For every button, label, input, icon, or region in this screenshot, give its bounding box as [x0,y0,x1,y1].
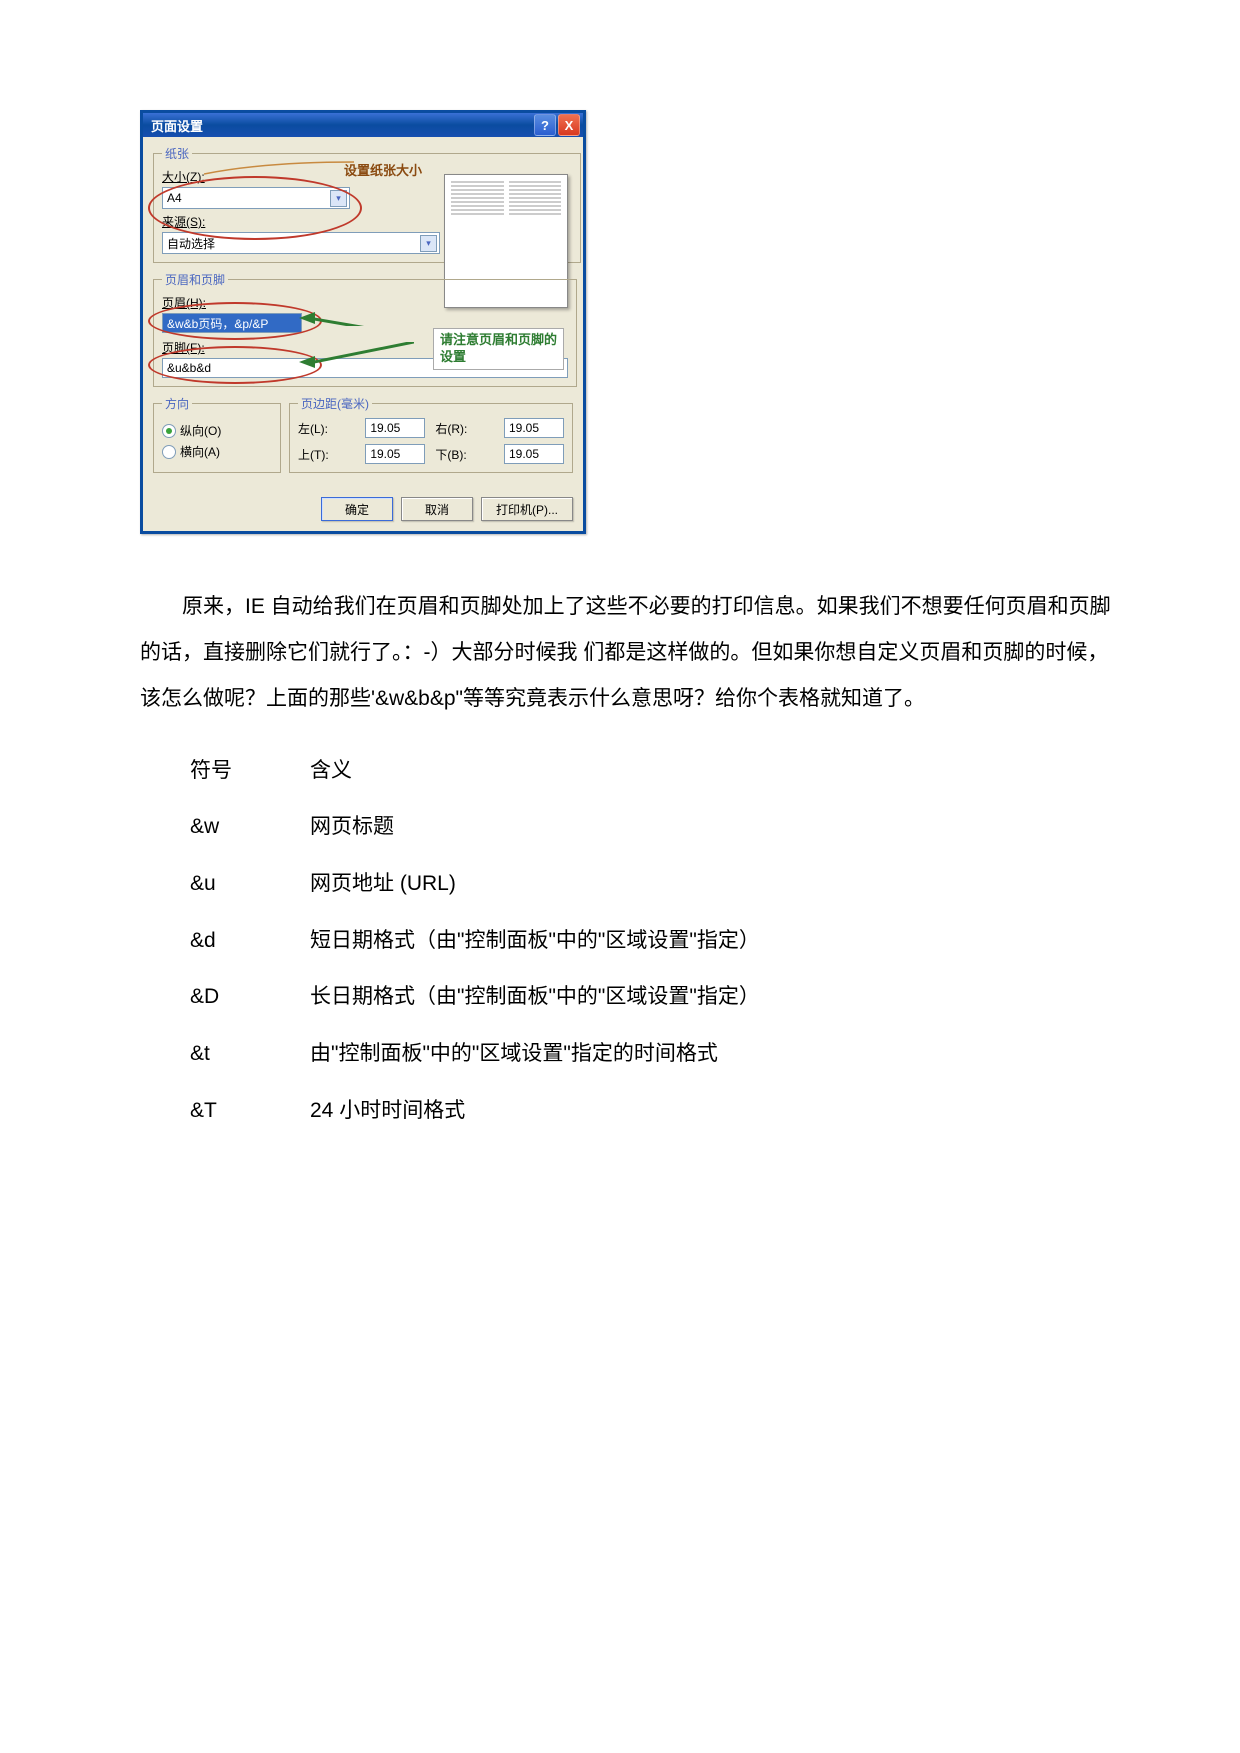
header-label: 页眉(H): [162,294,568,311]
headerfooter-fieldset: 页眉和页脚 页眉(H): &w&b页码，&p/&P 页脚(F): &u&b&d … [153,271,577,387]
table-row: &u 网页地址 (URL) [190,856,1120,913]
margin-top-label: 上(T): [298,446,355,463]
orientation-legend: 方向 [162,395,192,412]
table-row: &w 网页标题 [190,799,1120,856]
chevron-down-icon[interactable]: ▾ [330,190,347,207]
margin-right-label: 右(R): [435,420,494,437]
radio-icon [162,445,176,459]
paper-fieldset: 纸张 设置纸张大小 大小(Z): A4 ▾ 来源(S): 自动选择 ▾ [153,145,581,263]
help-icon[interactable]: ? [534,114,556,136]
dialog-title: 页面设置 [151,116,203,135]
radio-icon [162,424,176,438]
headerfooter-legend: 页眉和页脚 [162,271,228,288]
header-value: &w&b页码，&p/&P [167,315,268,332]
annotation-headerfooter: 请注意页眉和页脚的 设置 [433,328,564,370]
article-body: 原来，IE 自动给我们在页眉和页脚处加上了这些不必要的打印信息。如果我们不想要任… [140,584,1120,723]
annotation-paper-size: 设置纸张大小 [344,160,422,179]
page-setup-dialog: 页面设置 ? X 纸张 设置纸张大小 大小(Z): A4 ▾ 来源(S): 自动… [140,110,586,534]
margin-bottom-label: 下(B): [435,446,494,463]
margin-left-label: 左(L): [298,420,355,437]
margin-top-value: 19.05 [370,447,400,461]
table-header: 符号 含义 [190,743,1120,800]
dialog-button-bar: 确定 取消 打印机(P)... [143,491,583,531]
paper-source-value: 自动选择 [167,235,215,252]
margin-left-value: 19.05 [370,421,400,435]
paper-size-value: A4 [167,191,182,205]
table-row: &D 长日期格式（由"控制面板"中的"区域设置"指定） [190,969,1120,1026]
margin-top-input[interactable]: 19.05 [365,444,425,464]
symbol-cell: &T [190,1083,310,1140]
meaning-cell: 网页标题 [310,799,1120,856]
paper-size-combo[interactable]: A4 ▾ [162,187,350,209]
article-paragraph: 原来，IE 自动给我们在页眉和页脚处加上了这些不必要的打印信息。如果我们不想要任… [140,584,1120,723]
margin-bottom-value: 19.05 [509,447,539,461]
symbol-table: 符号 含义 &w 网页标题 &u 网页地址 (URL) &d 短日期格式（由"控… [140,743,1120,1140]
symbol-cell: &w [190,799,310,856]
chevron-down-icon[interactable]: ▾ [420,235,437,252]
header-input[interactable]: &w&b页码，&p/&P [162,313,302,333]
table-row: &d 短日期格式（由"控制面板"中的"区域设置"指定） [190,913,1120,970]
symbol-cell: &t [190,1026,310,1083]
annotation-line [204,160,354,180]
meaning-cell: 长日期格式（由"控制面板"中的"区域设置"指定） [310,969,1120,1026]
header-symbol: 符号 [190,743,310,800]
landscape-label: 横向(A) [180,443,220,460]
margins-legend: 页边距(毫米) [298,395,372,412]
footer-value: &u&b&d [167,361,211,375]
close-icon[interactable]: X [558,114,580,136]
symbol-cell: &D [190,969,310,1026]
meaning-cell: 24 小时时间格式 [310,1083,1120,1140]
portrait-radio[interactable]: 纵向(O) [162,422,272,439]
portrait-label: 纵向(O) [180,422,221,439]
table-row: &t 由"控制面板"中的"区域设置"指定的时间格式 [190,1026,1120,1083]
dialog-titlebar[interactable]: 页面设置 ? X [143,113,583,137]
margins-fieldset: 页边距(毫米) 左(L): 19.05 右(R): 19.05 上(T): 19… [289,395,573,473]
meaning-cell: 短日期格式（由"控制面板"中的"区域设置"指定） [310,913,1120,970]
margin-left-input[interactable]: 19.05 [365,418,425,438]
margin-bottom-input[interactable]: 19.05 [504,444,564,464]
table-row: &T 24 小时时间格式 [190,1083,1120,1140]
paper-legend: 纸张 [162,145,192,162]
symbol-cell: &d [190,913,310,970]
arrow-icon [299,356,315,368]
annotation-arrow-line [314,342,414,366]
orientation-fieldset: 方向 纵向(O) 横向(A) [153,395,281,473]
ok-button[interactable]: 确定 [321,497,393,521]
paper-source-combo[interactable]: 自动选择 ▾ [162,232,440,254]
arrow-icon [299,312,315,324]
margin-right-input[interactable]: 19.05 [504,418,564,438]
symbol-cell: &u [190,856,310,913]
paper-source-label: 来源(S): [162,213,440,230]
meaning-cell: 由"控制面板"中的"区域设置"指定的时间格式 [310,1026,1120,1083]
header-meaning: 含义 [310,743,1120,800]
printer-button[interactable]: 打印机(P)... [481,497,573,521]
cancel-button[interactable]: 取消 [401,497,473,521]
meaning-cell: 网页地址 (URL) [310,856,1120,913]
margin-right-value: 19.05 [509,421,539,435]
landscape-radio[interactable]: 横向(A) [162,443,272,460]
annotation-arrow-line [314,316,414,326]
